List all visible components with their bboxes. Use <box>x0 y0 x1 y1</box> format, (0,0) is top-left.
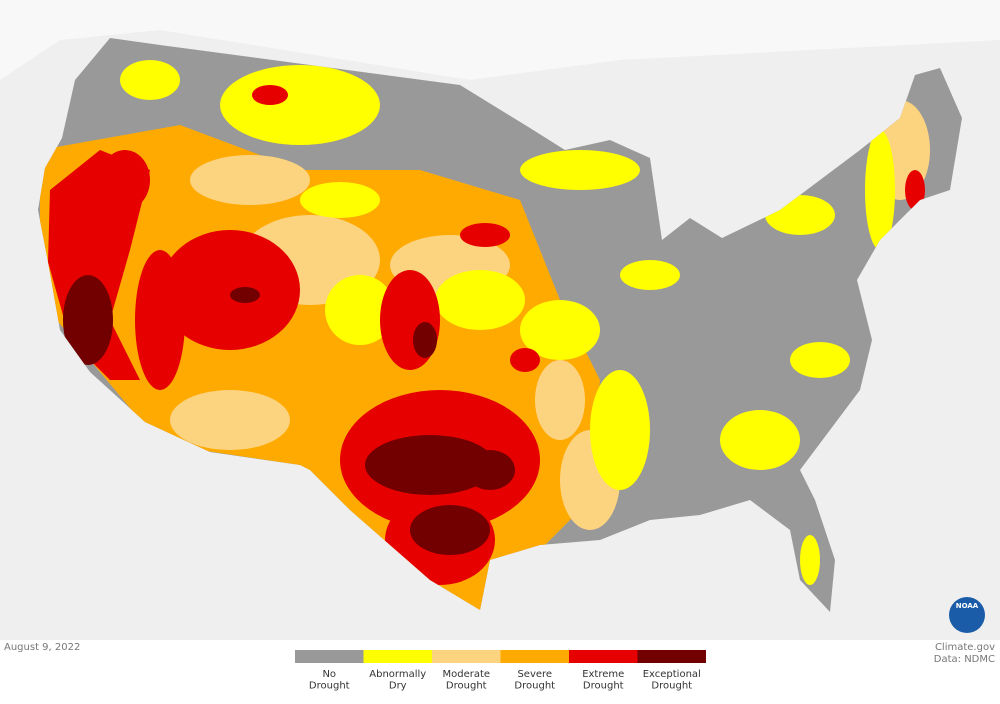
logo-text: NOAA <box>956 602 979 610</box>
legend-label: Exceptional Drought <box>643 669 701 692</box>
credit-data: Data: NDMC <box>934 654 995 665</box>
ocean <box>0 0 1000 80</box>
legend-label: Abnormally Dry <box>369 669 426 692</box>
legend: No Drought Abnormally Dry Moderate Drought Sev… <box>295 650 706 692</box>
legend-swatch <box>569 650 638 663</box>
legend-swatch <box>637 650 706 663</box>
abnormally-dry-areas <box>120 60 895 585</box>
credit-site: Climate.gov <box>935 642 995 653</box>
legend-label: No Drought <box>309 669 350 692</box>
legend-label: Severe Drought <box>514 669 555 692</box>
date: August 9, 2022 <box>4 642 80 653</box>
legend-swatch <box>432 650 501 663</box>
legend-swatch <box>500 650 569 663</box>
legend-swatch <box>295 650 364 663</box>
legend-label: Moderate Drought <box>442 669 490 692</box>
legend-label: Extreme Drought <box>582 669 624 692</box>
logo <box>949 597 985 633</box>
legend-swatch <box>363 650 432 663</box>
exceptional-areas <box>63 275 515 555</box>
